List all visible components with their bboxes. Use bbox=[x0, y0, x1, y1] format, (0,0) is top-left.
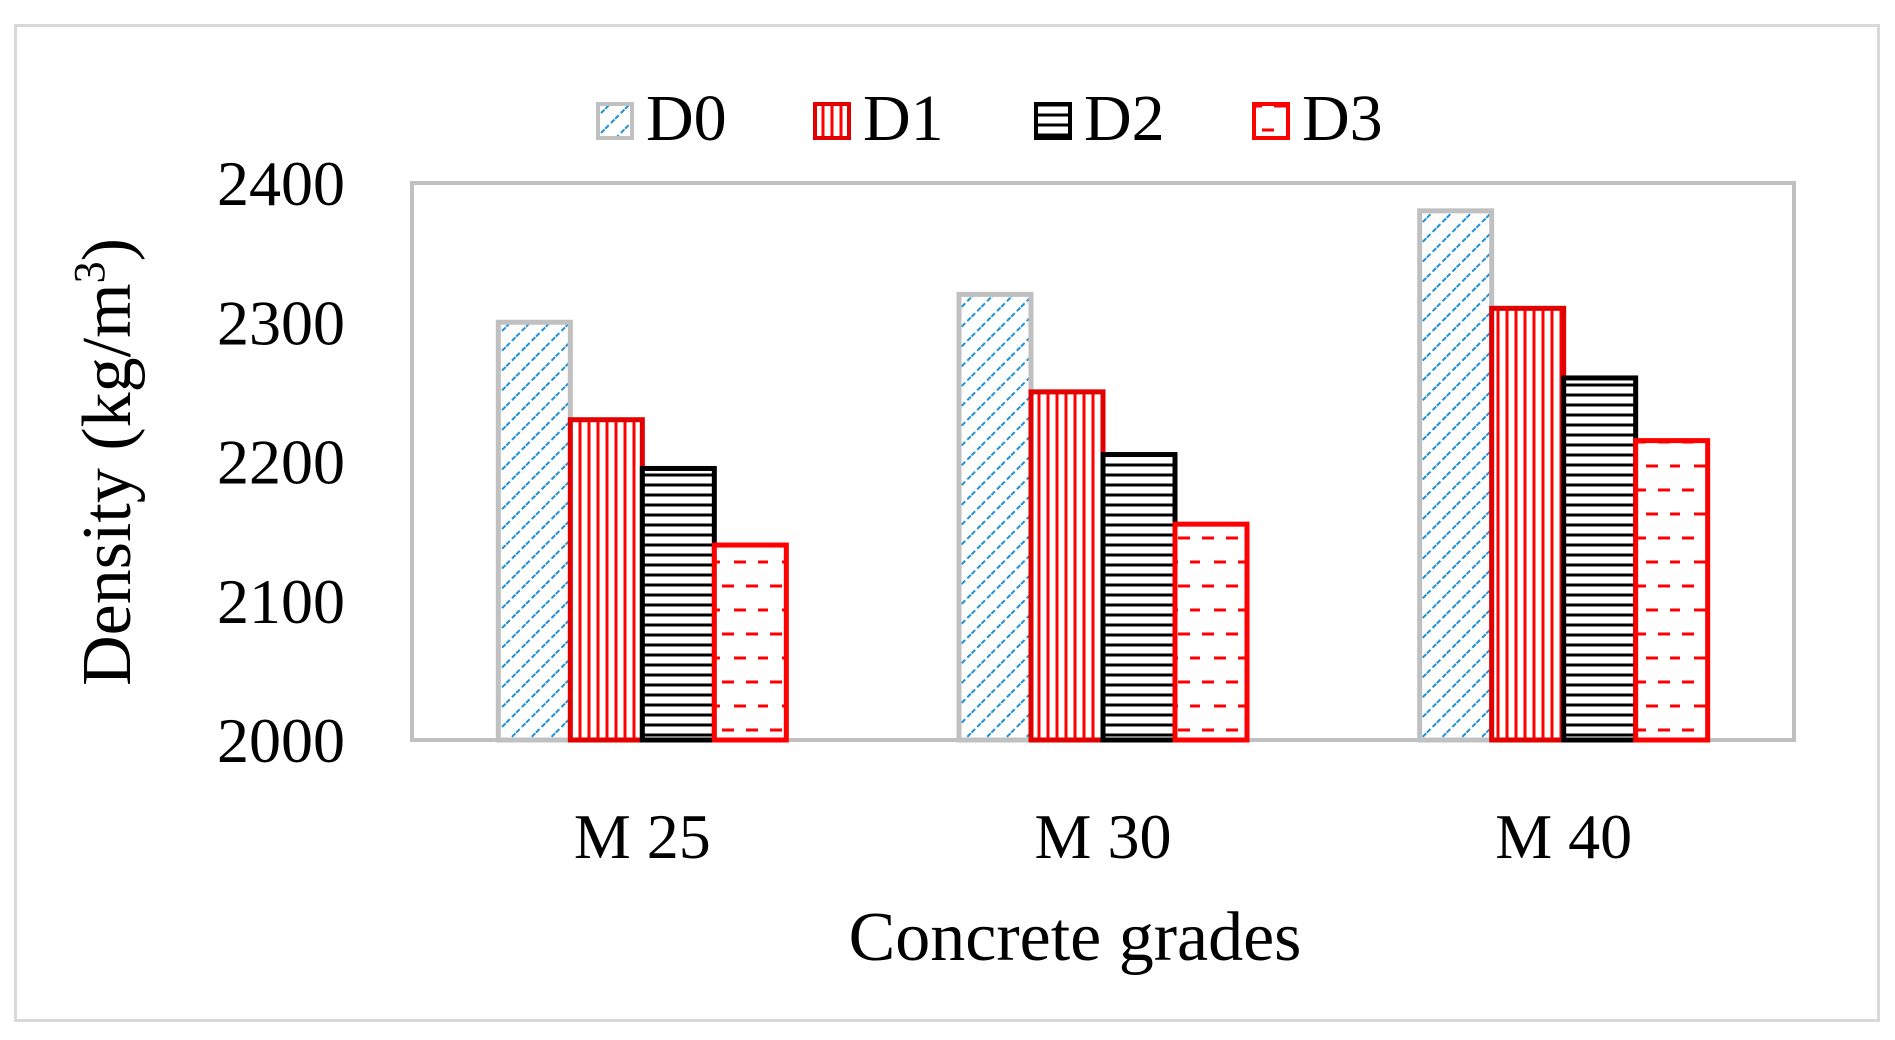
y-axis-tick-labels: 2000 2100 2200 2300 2400 bbox=[217, 148, 345, 776]
y-tick-label: 2100 bbox=[217, 566, 345, 637]
bar-d3-m40 bbox=[1633, 438, 1711, 743]
chart-legend: D0 D1 D2 D3 bbox=[596, 82, 1383, 155]
bars bbox=[495, 208, 1711, 743]
legend-swatch-d1 bbox=[813, 102, 851, 140]
y-axis-title-superscript: 3 bbox=[65, 261, 114, 283]
x-tick-label: M 40 bbox=[1495, 801, 1632, 872]
legend-swatch-d0 bbox=[596, 102, 634, 140]
y-axis-title-main: Density (kg/m bbox=[69, 283, 146, 685]
y-axis-title-suffix: ) bbox=[69, 238, 146, 261]
y-tick-label: 2200 bbox=[217, 427, 345, 498]
x-axis-tick-labels: M 25 M 30 M 40 bbox=[574, 801, 1632, 872]
legend-swatch-d2 bbox=[1034, 102, 1072, 140]
bar-d3-m30 bbox=[1172, 521, 1250, 743]
legend-label-d1: D1 bbox=[863, 82, 944, 155]
legend-label-d3: D3 bbox=[1302, 82, 1383, 155]
bar-d3-m25 bbox=[711, 542, 789, 743]
bar-d2-m25 bbox=[639, 465, 717, 743]
x-tick-label: M 30 bbox=[1035, 801, 1172, 872]
y-tick-label: 2400 bbox=[217, 148, 345, 219]
bar-d0-m30 bbox=[956, 291, 1034, 743]
legend-swatch-d3 bbox=[1252, 102, 1290, 140]
bar-d1-m30 bbox=[1028, 389, 1106, 743]
x-tick-label: M 25 bbox=[574, 801, 711, 872]
legend-label-d2: D2 bbox=[1084, 82, 1165, 155]
x-axis-title: Concrete grades bbox=[849, 899, 1302, 976]
bar-d2-m30 bbox=[1100, 452, 1178, 743]
bar-d0-m25 bbox=[495, 319, 573, 743]
y-tick-label: 2300 bbox=[217, 287, 345, 358]
y-tick-label: 2000 bbox=[217, 705, 345, 776]
bar-d2-m40 bbox=[1561, 375, 1639, 743]
bar-d0-m40 bbox=[1417, 208, 1495, 743]
bar-d1-m40 bbox=[1489, 305, 1567, 743]
legend-label-d0: D0 bbox=[646, 82, 727, 155]
y-axis-title: Density (kg/m3) bbox=[65, 238, 146, 686]
bar-d1-m25 bbox=[567, 417, 645, 743]
